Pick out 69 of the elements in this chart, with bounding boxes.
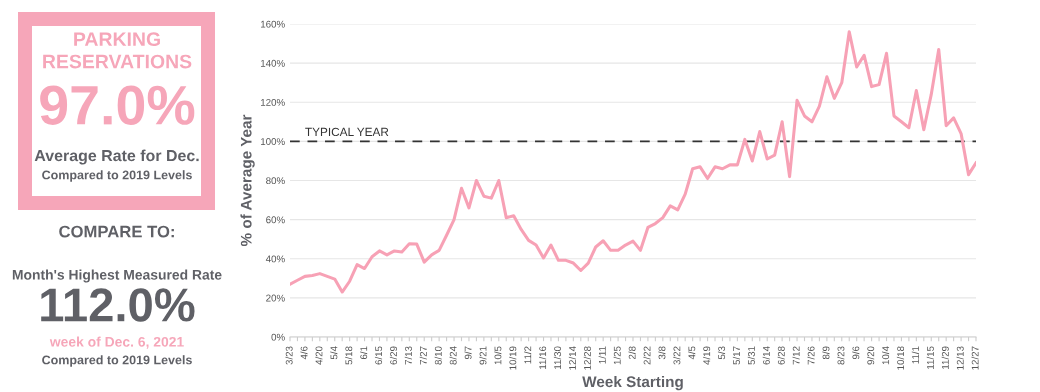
x-tick-label: 4/5: [688, 346, 696, 360]
x-tick-label: 3/22: [673, 346, 681, 365]
y-axis-title: % of Average Year: [240, 114, 255, 247]
x-tick-label: 3/23: [285, 346, 293, 365]
x-tick-label: 2/8: [628, 346, 636, 360]
text: Average Rate for Dec.: [34, 149, 199, 165]
x-tick-label: 9/7: [464, 346, 472, 360]
x-tick-label: 8/10: [434, 346, 442, 365]
x-tick-label: 8/24: [449, 346, 457, 365]
x-tick-label: 4/6: [300, 346, 308, 360]
x-tick-label: 1/25: [613, 346, 621, 365]
x-axis-title: Week Starting: [582, 375, 683, 391]
x-tick-label: 10/5: [494, 346, 502, 365]
x-tick-label: 6/14: [762, 346, 770, 365]
x-tick-label: 9/20: [867, 346, 875, 365]
x-tick-label: 5/4: [330, 346, 338, 360]
x-tick-label: 10/19: [509, 346, 517, 370]
x-tick-label: 3/8: [658, 346, 666, 360]
text: 112.0%: [41, 288, 195, 322]
x-tick-label: 6/28: [777, 346, 785, 365]
y-tick-label: 80%: [266, 177, 285, 185]
x-tick-label: 12/13: [956, 346, 964, 370]
x-tick-label: 6/15: [374, 346, 383, 365]
y-tick-label: 140%: [261, 59, 285, 67]
x-tick-label: 11/30: [553, 346, 562, 369]
x-tick-label: 2/22: [643, 346, 651, 365]
x-tick-label: 11/16: [538, 346, 547, 369]
x-tick-label: 12/27: [971, 346, 979, 370]
x-tick-label: 9/21: [479, 346, 487, 365]
x-tick-label: 7/13: [404, 346, 412, 365]
y-tick-label: 100%: [261, 138, 285, 145]
text: PARKING RESERVATIONS: [43, 32, 192, 69]
y-tick-label: 40%: [265, 255, 285, 263]
x-tick-label: 10/18: [896, 346, 905, 370]
text: Compared to 2019 Levels: [42, 355, 192, 367]
text: 97.0%: [40, 85, 195, 125]
x-tick-label: 11/29: [941, 346, 949, 369]
x-tick-label: 8/23: [837, 346, 845, 365]
x-tick-label: 12/14: [568, 346, 576, 370]
x-tick-label: 4/19: [703, 346, 711, 365]
x-tick-label: 7/12: [792, 346, 800, 365]
x-tick-label: 1/11: [598, 346, 606, 364]
x-tick-label: 6/29: [389, 346, 397, 365]
x-tick-label: 4/20: [315, 346, 323, 365]
x-tick-label: 7/27: [419, 346, 427, 365]
y-tick-label: 0%: [271, 333, 285, 341]
x-tick-label: 5/31: [747, 346, 755, 365]
x-tick-label: 9/6: [852, 346, 860, 360]
x-tick-label: 11/15: [926, 346, 934, 369]
y-tick-label: 20%: [266, 294, 285, 302]
y-tick-label: 120%: [261, 98, 285, 106]
x-tick-label: 5/17: [732, 346, 740, 365]
text: week of Dec. 6, 2021: [49, 336, 184, 349]
text: Compared to 2019 Levels: [42, 170, 192, 182]
x-tick-label: 10/4: [881, 346, 890, 365]
x-tick-label: 7/26: [807, 346, 815, 365]
y-tick-label: 60%: [266, 216, 285, 224]
text: Month's Highest Measured Rate: [12, 269, 222, 283]
text: COMPARE TO:: [59, 225, 174, 238]
line-series: [290, 30, 976, 294]
ref-line-label: TYPICAL YEAR: [305, 127, 389, 137]
x-tick-label: 12/28: [583, 346, 591, 370]
x-tick-label: 5/18: [345, 346, 353, 365]
x-tick-label: 6/1: [360, 346, 368, 360]
x-tick-label: 5/3: [717, 346, 726, 360]
x-tick-label: 8/9: [822, 346, 830, 360]
x-tick-label: 11/2: [524, 346, 532, 364]
x-tick-label: 11/1: [911, 346, 919, 364]
y-tick-label: 160%: [261, 20, 285, 28]
